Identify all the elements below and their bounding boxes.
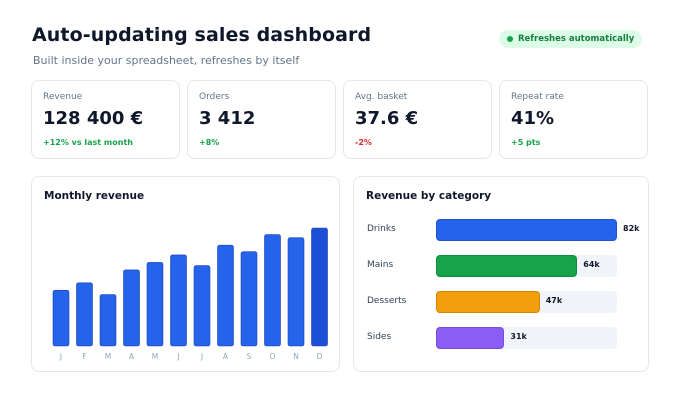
month-tick-label: M bbox=[152, 352, 158, 361]
kpi-label: Revenue bbox=[43, 92, 83, 102]
month-tick-label: N bbox=[293, 352, 299, 361]
status-badge-label: Refreshes automatically bbox=[518, 34, 635, 44]
monthly-revenue-panel: Monthly revenue J F M A M J J A S O N D bbox=[31, 176, 340, 372]
month-tick-label: M bbox=[105, 352, 111, 361]
category-bar-track bbox=[436, 291, 617, 313]
category-bar-track bbox=[436, 255, 617, 277]
monthly-bar bbox=[240, 251, 258, 347]
monthly-bar bbox=[264, 234, 281, 347]
monthly-bar bbox=[311, 227, 328, 347]
kpi-value: 41% bbox=[511, 108, 555, 129]
category-label: Desserts bbox=[367, 296, 407, 306]
month-tick-label: J bbox=[200, 352, 203, 361]
monthly-bar bbox=[146, 262, 164, 347]
month-tick-label: J bbox=[59, 352, 62, 361]
kpi-label: Avg. basket bbox=[355, 92, 408, 102]
kpi-label: Repeat rate bbox=[511, 92, 564, 102]
kpi-value: 37.6 € bbox=[355, 108, 419, 129]
kpi-value: 3 412 bbox=[199, 108, 256, 129]
month-tick-label: O bbox=[270, 352, 276, 361]
month-tick-label: S bbox=[247, 352, 252, 361]
category-bar-track bbox=[436, 219, 617, 241]
kpi-delta: -2% bbox=[355, 138, 372, 147]
monthly-bar bbox=[52, 290, 70, 347]
monthly-bar bbox=[193, 265, 211, 347]
revenue-by-category-panel: Revenue by category Drinks 82k Mains 64k Des… bbox=[353, 176, 649, 372]
category-label: Drinks bbox=[367, 224, 396, 234]
month-tick-label: F bbox=[82, 352, 86, 361]
category-bar bbox=[436, 291, 540, 313]
category-bar-track bbox=[436, 327, 617, 349]
month-tick-label: J bbox=[176, 352, 179, 361]
dashboard-header: Auto-updating sales dashboard Built insi… bbox=[32, 24, 652, 70]
category-row: Drinks 82k bbox=[354, 219, 650, 241]
revenue-by-category-title: Revenue by category bbox=[366, 190, 492, 202]
category-value-label: 64k bbox=[583, 260, 600, 269]
monthly-revenue-title: Monthly revenue bbox=[44, 190, 145, 202]
monthly-bar bbox=[287, 237, 305, 347]
status-dot-icon bbox=[507, 36, 513, 42]
status-badge: Refreshes automatically bbox=[499, 30, 643, 48]
category-value-label: 47k bbox=[545, 296, 563, 305]
monthly-bar bbox=[76, 282, 93, 347]
monthly-bar bbox=[217, 244, 234, 347]
kpi-label: Orders bbox=[199, 92, 230, 102]
category-value-label: 31k bbox=[510, 332, 527, 341]
kpi-card-orders: Orders 3 412 +8% bbox=[187, 80, 336, 159]
page-subtitle: Built inside your spreadsheet, refreshes… bbox=[33, 54, 300, 67]
month-tick-label: D bbox=[317, 352, 323, 361]
month-tick-label: A bbox=[223, 352, 229, 361]
category-value-label: 82k bbox=[623, 224, 640, 233]
monthly-bar bbox=[123, 269, 140, 347]
monthly-bar bbox=[170, 254, 187, 347]
kpi-card-repeat-rate: Repeat rate 41% +5 pts bbox=[499, 80, 648, 159]
category-row: Desserts 47k bbox=[354, 291, 650, 313]
category-row: Sides 31k bbox=[354, 327, 650, 349]
month-tick-label: A bbox=[129, 352, 135, 361]
kpi-delta: +8% bbox=[199, 138, 220, 147]
category-bar bbox=[436, 255, 578, 277]
kpi-delta: +5 pts bbox=[511, 138, 541, 147]
kpi-card-revenue: Revenue 128 400 € +12% vs last month bbox=[31, 80, 180, 159]
kpi-delta: +12% vs last month bbox=[43, 138, 133, 147]
category-bar bbox=[436, 327, 505, 349]
category-bar bbox=[436, 219, 617, 241]
page-title: Auto-updating sales dashboard bbox=[32, 24, 372, 46]
category-label: Mains bbox=[367, 260, 394, 270]
category-label: Sides bbox=[367, 332, 392, 342]
monthly-bar bbox=[99, 294, 117, 347]
category-row: Mains 64k bbox=[354, 255, 650, 277]
kpi-value: 128 400 € bbox=[43, 108, 144, 129]
kpi-card-avg-basket: Avg. basket 37.6 € -2% bbox=[343, 80, 492, 159]
